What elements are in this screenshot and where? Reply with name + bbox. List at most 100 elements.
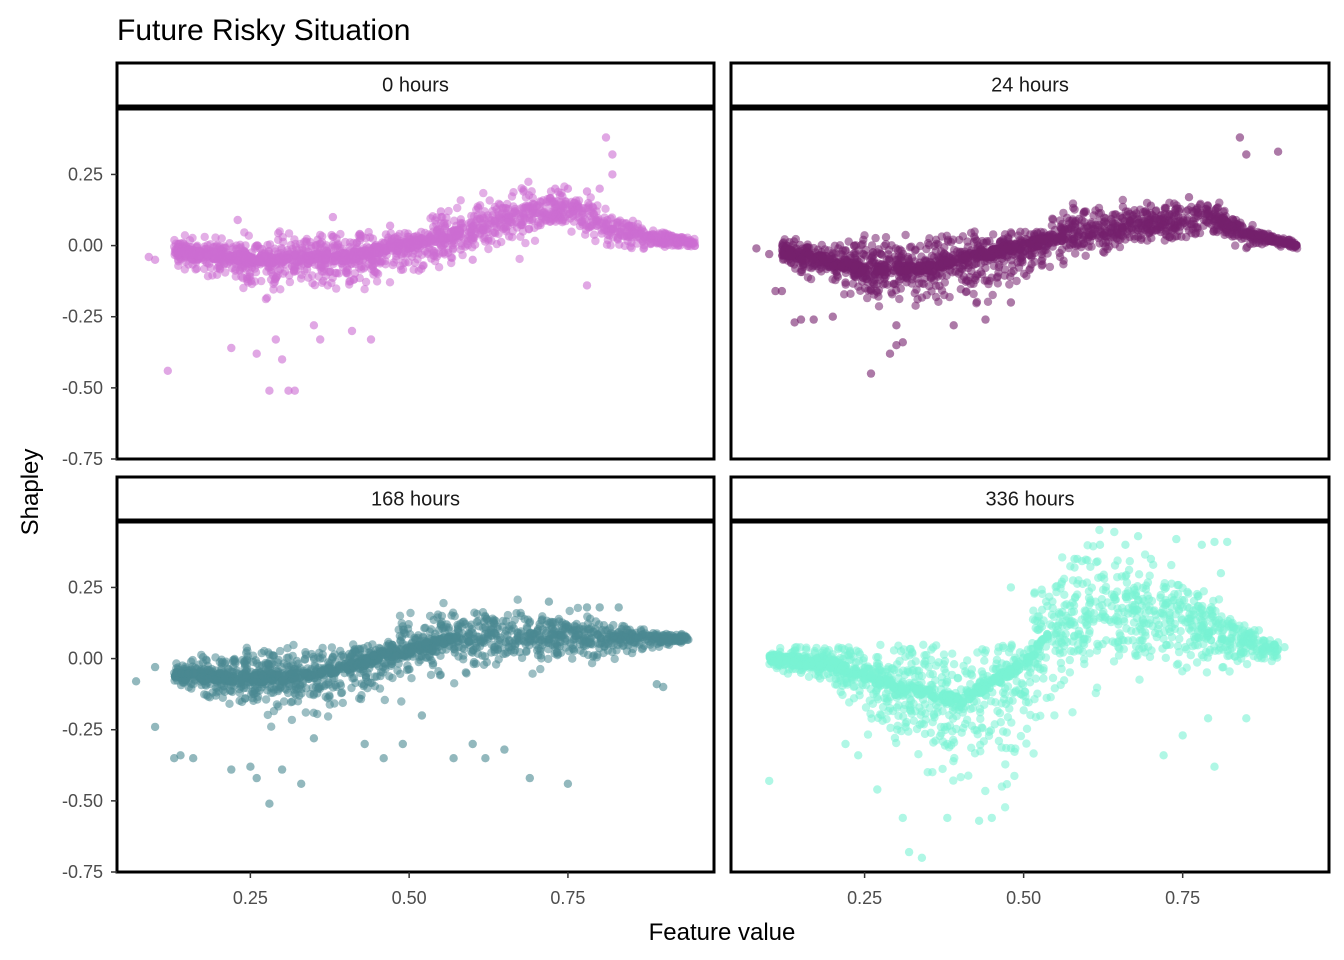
data-point — [430, 257, 440, 266]
data-point — [850, 262, 859, 271]
data-point — [889, 280, 898, 289]
data-point — [225, 686, 235, 695]
data-point — [351, 678, 360, 688]
data-point — [1059, 208, 1068, 218]
data-point — [942, 231, 952, 240]
outlier-point — [752, 244, 761, 253]
outlier-point — [551, 184, 560, 193]
data-point — [291, 251, 301, 260]
data-point — [1188, 217, 1197, 226]
outlier-point — [1146, 201, 1156, 210]
data-point — [1130, 234, 1139, 244]
data-point — [579, 217, 589, 226]
outlier-point — [582, 281, 592, 290]
facet-strip-label: 168 hours — [371, 489, 460, 511]
data-point — [1016, 257, 1025, 267]
data-point — [1232, 230, 1242, 239]
data-point — [664, 231, 674, 240]
outlier-point — [809, 315, 818, 324]
x-axis-label: Feature value — [649, 919, 796, 946]
data-point — [364, 252, 373, 262]
data-point — [309, 654, 319, 664]
facet-strip — [115, 61, 716, 108]
data-point — [457, 643, 467, 653]
data-point — [1193, 224, 1202, 233]
data-point — [1038, 260, 1047, 269]
data-point — [911, 301, 920, 310]
data-point — [530, 236, 540, 245]
data-point — [498, 616, 508, 626]
data-point — [198, 653, 208, 662]
data-point — [1210, 206, 1220, 215]
data-point — [568, 644, 577, 653]
data-point — [578, 622, 588, 631]
outlier-point — [885, 349, 895, 358]
data-point — [931, 235, 941, 244]
data-point — [561, 643, 571, 652]
data-point — [260, 252, 269, 262]
outlier-point — [277, 355, 287, 364]
data-point — [409, 265, 418, 274]
outlier-point — [790, 318, 799, 327]
data-point — [221, 268, 230, 277]
data-point — [557, 188, 566, 198]
data-point — [330, 650, 339, 659]
data-point — [925, 261, 934, 270]
data-point — [522, 647, 531, 657]
data-point — [978, 236, 987, 246]
data-point — [436, 651, 445, 660]
y-tick-label: -0.25 — [62, 307, 103, 327]
data-point — [267, 265, 276, 275]
data-point — [457, 239, 466, 248]
data-point — [308, 271, 317, 280]
data-point — [1177, 232, 1186, 241]
data-point — [1221, 216, 1231, 226]
y-tick-label: 0.25 — [68, 164, 103, 184]
data-point — [877, 250, 887, 259]
data-point — [902, 274, 912, 283]
data-point — [1090, 225, 1100, 234]
outlier-point — [1280, 238, 1289, 247]
data-point — [613, 227, 622, 236]
data-point — [200, 232, 209, 242]
data-point — [331, 243, 340, 252]
data-point — [517, 220, 527, 229]
data-point — [1008, 261, 1017, 270]
data-point — [487, 631, 496, 640]
outlier-point — [866, 369, 876, 378]
data-point — [556, 648, 566, 657]
data-point — [1010, 242, 1019, 251]
data-point — [301, 648, 310, 657]
data-point — [533, 627, 542, 636]
data-point — [332, 284, 341, 293]
outlier-point — [796, 315, 806, 324]
data-point — [940, 278, 949, 287]
data-point — [376, 667, 386, 677]
data-point — [309, 689, 319, 699]
data-point — [480, 207, 489, 216]
facet-strip-label: 0 hours — [382, 75, 449, 97]
data-point — [1180, 218, 1190, 227]
data-point — [1096, 208, 1106, 218]
data-point — [279, 255, 288, 265]
data-point — [1089, 211, 1098, 220]
outlier-point — [265, 386, 274, 395]
data-point — [568, 654, 577, 663]
data-point — [1133, 219, 1143, 228]
data-point — [406, 608, 415, 618]
data-point — [571, 633, 580, 643]
data-point — [475, 201, 485, 210]
data-point — [395, 611, 405, 620]
data-point — [462, 669, 471, 678]
data-point — [1141, 225, 1150, 234]
outlier-point — [898, 338, 907, 347]
data-point — [269, 706, 279, 716]
data-point — [1245, 232, 1255, 242]
data-point — [628, 222, 638, 231]
outlier-point — [892, 341, 901, 350]
data-point — [482, 658, 491, 667]
data-point — [434, 263, 444, 272]
data-point — [345, 649, 354, 659]
data-point — [659, 631, 668, 640]
data-point — [426, 214, 435, 223]
